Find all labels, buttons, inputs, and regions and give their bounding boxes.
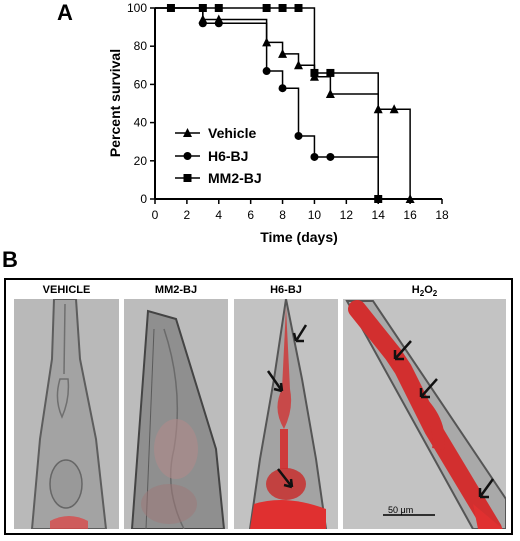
- chart-axes: [154, 8, 442, 200]
- series-line-h6-bj: [155, 7, 379, 199]
- y-axis-ticks: 0 20 40 60 80 100: [127, 1, 155, 206]
- y-tick-label: 60: [134, 77, 148, 91]
- series-point-mm2-bj: [198, 4, 207, 12]
- y-tick-label: 40: [134, 116, 148, 130]
- y-tick-label: 100: [127, 1, 147, 15]
- series-point-mm2-bj: [166, 4, 175, 12]
- panel-a-letter: A: [57, 0, 73, 25]
- legend-label-h6-bj: H6-BJ: [208, 148, 248, 164]
- image-label-h2o2: H2O2: [343, 283, 506, 301]
- series-point-mm2-bj: [374, 195, 383, 203]
- micrograph-h6-bj: [234, 299, 338, 529]
- x-tick-label: 10: [308, 208, 322, 222]
- y-tick-label: 20: [134, 154, 148, 168]
- series-point-vehicle: [278, 48, 288, 58]
- series-point-vehicle: [294, 60, 303, 70]
- series-point-h6-bj: [214, 19, 223, 28]
- chart-series: [155, 4, 415, 203]
- h2o2-sub2: 2: [432, 289, 438, 299]
- series-point-h6-bj: [326, 152, 335, 161]
- x-axis-label: Time (days): [260, 229, 338, 245]
- chart-legend: Vehicle H6-BJ MM2-BJ: [175, 125, 262, 186]
- x-tick-label: 4: [215, 208, 222, 222]
- series-point-h6-bj: [278, 84, 287, 93]
- series-point-mm2-bj: [262, 4, 271, 12]
- series-point-vehicle: [405, 194, 415, 203]
- x-tick-label: 16: [403, 208, 417, 222]
- series-point-h6-bj: [310, 152, 319, 161]
- legend-label-vehicle: Vehicle: [208, 125, 256, 141]
- x-tick-label: 14: [372, 208, 386, 222]
- x-tick-label: 12: [340, 208, 354, 222]
- panel-b-letter: B: [2, 247, 18, 272]
- x-tick-label: 6: [247, 208, 254, 222]
- series-point-h6-bj: [198, 19, 207, 28]
- image-label-mm2-bj: MM2-BJ: [154, 284, 198, 296]
- x-tick-label: 18: [435, 208, 449, 222]
- legend-label-mm2-bj: MM2-BJ: [208, 170, 262, 186]
- micrograph-mm2-bj: [124, 299, 228, 529]
- y-axis-label: Percent survival: [107, 49, 123, 157]
- y-tick-label: 0: [140, 192, 147, 206]
- series-point-mm2-bj: [310, 68, 319, 77]
- h2o2-h: H: [411, 284, 420, 296]
- x-tick-label: 0: [152, 208, 159, 222]
- series-point-mm2-bj: [326, 68, 335, 77]
- series-point-h6-bj: [262, 67, 271, 76]
- series-vehicle: [155, 7, 415, 203]
- x-axis-ticks: 0 2 4 6 8 10 12 14 16 18: [152, 199, 449, 222]
- micrograph-vehicle: [14, 299, 119, 529]
- micrograph-h2o2: [343, 299, 506, 529]
- legend-marker-vehicle: [183, 128, 192, 137]
- h2o2-o: O: [424, 284, 433, 296]
- survival-chart: 0 2 4 6 8 10 12 14 16 18 0 20 40 60 80 100 Time (days)…: [107, 1, 449, 245]
- series-line-vehicle: [155, 7, 411, 199]
- legend-marker-mm2-bj: [183, 174, 192, 182]
- series-point-mm2-bj: [214, 4, 223, 12]
- h2o2-sub1: 2: [419, 289, 425, 299]
- series-point-vehicle: [389, 104, 399, 114]
- y-tick-label: 80: [134, 39, 148, 53]
- series-point-h6-bj: [294, 131, 303, 140]
- x-tick-label: 8: [279, 208, 286, 222]
- series-point-mm2-bj: [294, 4, 303, 12]
- series-point-vehicle: [325, 88, 335, 98]
- image-label-h6-bj: H6-BJ: [270, 284, 302, 296]
- series-point-mm2-bj: [278, 4, 287, 12]
- legend-marker-h6-bj: [183, 152, 192, 160]
- image-label-vehicle: VEHICLE: [42, 284, 91, 296]
- x-tick-label: 2: [184, 208, 191, 222]
- series-mm2-bj: [155, 4, 383, 203]
- scale-bar-label: 50 μm: [388, 505, 414, 515]
- series-h6-bj: [155, 7, 383, 203]
